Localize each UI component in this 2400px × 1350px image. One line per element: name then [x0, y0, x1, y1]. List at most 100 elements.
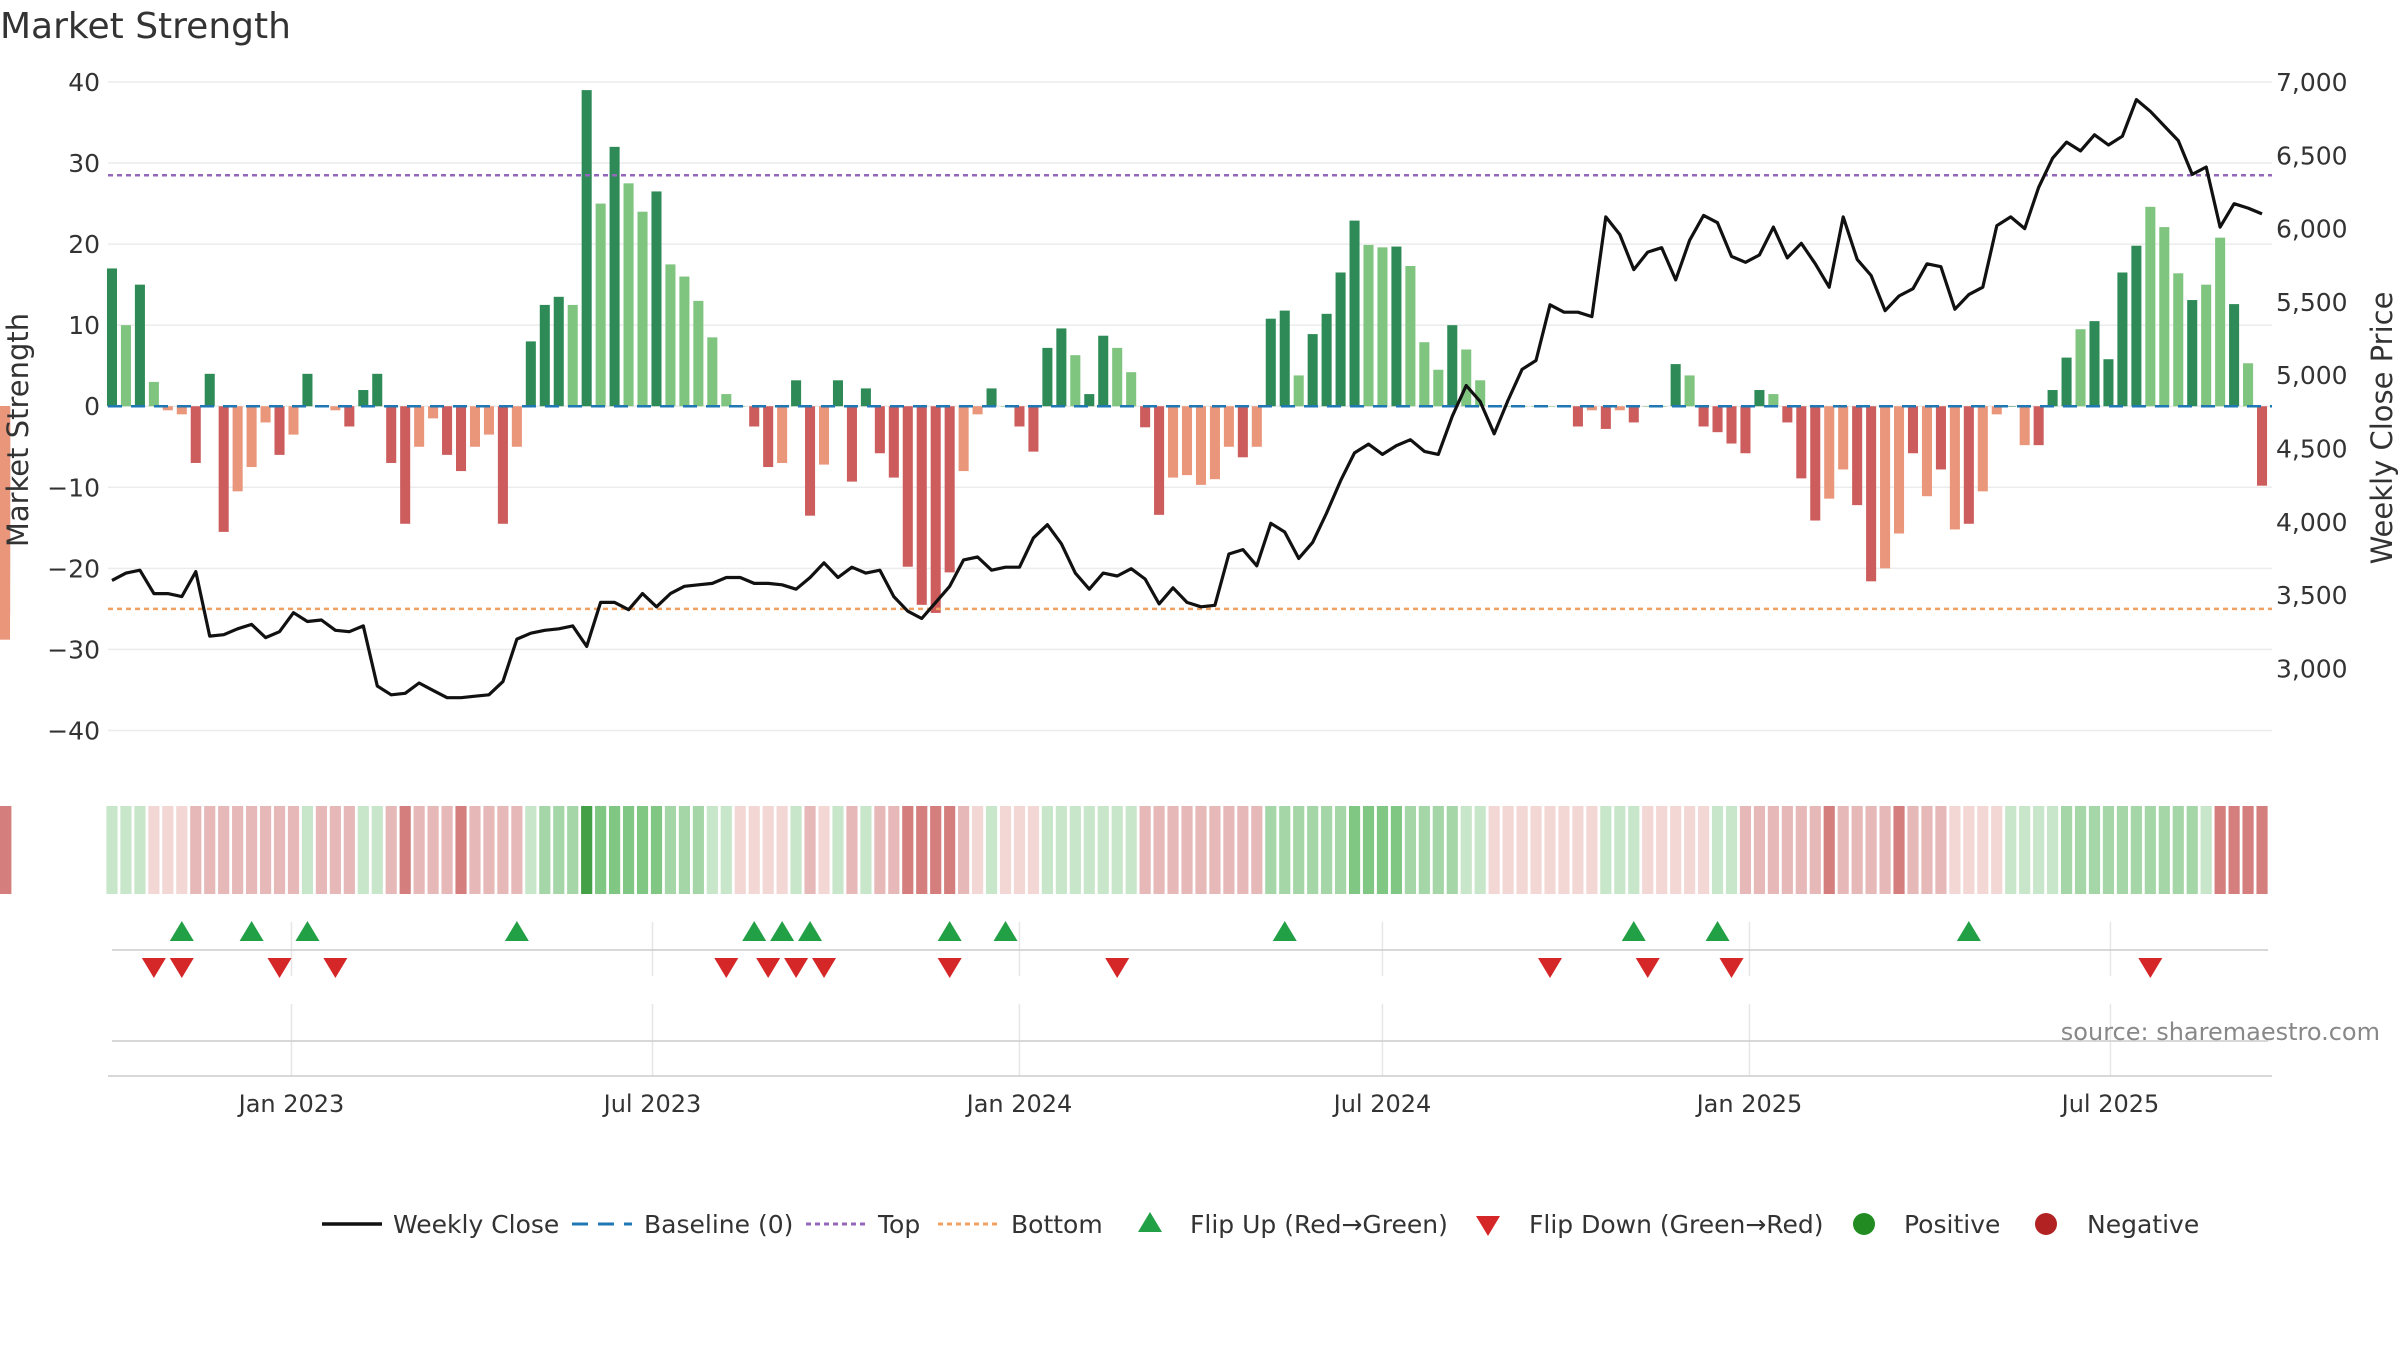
- strip-cell: [1530, 806, 1542, 894]
- left-tick-label: 0: [84, 392, 100, 421]
- strip-cell: [343, 806, 355, 894]
- strength-bar: [707, 337, 718, 407]
- left-tick-label: 40: [68, 68, 100, 97]
- strip-cell: [2242, 806, 2254, 894]
- strip-cell: [1321, 806, 1333, 894]
- strip-cell: [2005, 806, 2017, 894]
- right-tick-label: 3,500: [2276, 581, 2348, 610]
- strip-cell: [1432, 806, 1444, 894]
- strip-cell: [1251, 806, 1263, 894]
- strip-cell: [1279, 806, 1291, 894]
- strength-bar: [442, 406, 453, 455]
- strip-cell: [2060, 806, 2073, 894]
- strength-bar: [1684, 375, 1695, 407]
- strip-cell: [2228, 806, 2240, 894]
- strength-bar: [1977, 406, 1988, 492]
- strength-bar: [162, 406, 173, 411]
- strength-bar: [2159, 227, 2170, 407]
- flip-down-marker: [267, 958, 292, 978]
- strength-bar: [358, 390, 369, 407]
- strip-cell: [329, 806, 341, 894]
- strip-cell: [1907, 806, 1919, 894]
- strength-bar: [581, 90, 592, 407]
- strip-cell: [958, 806, 970, 894]
- legend-flip-up-swatch: [1138, 1212, 1162, 1232]
- strip-cell: [1865, 806, 1877, 894]
- strip-cell: [1684, 806, 1696, 894]
- strip-cell: [2144, 806, 2156, 894]
- strength-bar: [1810, 406, 1821, 521]
- strip-cell: [1474, 806, 1486, 894]
- strength-bar: [609, 146, 620, 407]
- strength-bar: [1698, 406, 1709, 427]
- strip-cell: [1293, 806, 1305, 894]
- flip-down-marker: [141, 958, 166, 978]
- strip-cell: [762, 806, 774, 894]
- flip-down-marker: [714, 958, 739, 978]
- strip-cell: [1697, 806, 1710, 894]
- strip-cell: [1488, 806, 1500, 894]
- strip-cell: [1348, 806, 1361, 894]
- strip-cell: [734, 806, 746, 894]
- left-axis-ticks: 40 30 20 10 0 −10 −20 −30 −40: [47, 68, 100, 745]
- strip-cell: [162, 806, 174, 894]
- strip-cell: [2102, 806, 2115, 894]
- legend: Weekly Close Baseline (0) Top Bottom Flip Up…: [322, 1210, 2199, 1239]
- flip-up-marker: [1621, 921, 1646, 941]
- strength-bar: [902, 406, 913, 567]
- strength-bar: [1712, 406, 1723, 433]
- strength-bar: [483, 406, 494, 435]
- strip-cell: [1502, 806, 1514, 894]
- flip-down-marker: [2138, 958, 2163, 978]
- weekly-close-line: [111, 97, 2263, 700]
- reference-lines: [108, 173, 2272, 611]
- strip-cell: [1614, 806, 1626, 894]
- strength-bar: [1461, 349, 1472, 407]
- strength-bar: [721, 394, 732, 407]
- strength-bar: [1949, 406, 1960, 530]
- strip-cell: [2214, 806, 2226, 894]
- strip-cell: [483, 806, 495, 894]
- strength-bar: [2089, 321, 2100, 407]
- strength-bar: [2201, 284, 2212, 407]
- strength-bars: [0, 90, 2268, 640]
- strength-bar: [1014, 406, 1025, 427]
- strip-cell: [846, 806, 858, 894]
- strip-cell: [511, 806, 523, 894]
- strength-bar: [344, 406, 355, 427]
- strip-cell: [2074, 806, 2087, 894]
- strip-cell: [1209, 806, 1221, 894]
- legend-positive-swatch: [1853, 1213, 1875, 1235]
- main-panel: 40 30 20 10 0 −10 −20 −30 −40 7,000 6,500 6,000 5,5…: [0, 68, 2399, 1076]
- strip-cell: [553, 806, 565, 894]
- strip-cell: [1739, 806, 1752, 894]
- strength-bar: [2103, 359, 2114, 407]
- strip-cell: [609, 806, 621, 894]
- strength-bar: [428, 406, 439, 419]
- strength-bar: [511, 406, 522, 447]
- strength-bar: [2047, 390, 2058, 407]
- flip-markers-panel: [112, 921, 2268, 978]
- strip-cell: [1153, 806, 1165, 894]
- left-tick-label: −30: [47, 635, 100, 664]
- strength-bar: [2243, 363, 2254, 407]
- strip-cell: [218, 806, 230, 894]
- strip-cell: [1334, 806, 1347, 894]
- strength-bar: [1405, 266, 1416, 407]
- strip-cell: [427, 806, 439, 894]
- flip-up-marker: [742, 921, 767, 941]
- strength-bar: [693, 300, 704, 407]
- flip-up-marker: [1705, 921, 1730, 941]
- strip-cell: [441, 806, 453, 894]
- left-axis-label: Market Strength: [1, 313, 35, 547]
- strip-cell: [1991, 806, 2003, 894]
- left-tick-label: 10: [68, 311, 100, 340]
- right-tick-label: 3,000: [2276, 654, 2348, 683]
- strip-cell: [273, 806, 286, 894]
- strength-bar: [1475, 380, 1486, 407]
- strip-cell: [832, 806, 844, 894]
- strip-cell: [134, 806, 146, 894]
- strength-bar: [1880, 406, 1891, 569]
- x-tick-label: Jan 2025: [1695, 1090, 1803, 1118]
- strip-cell: [232, 806, 244, 894]
